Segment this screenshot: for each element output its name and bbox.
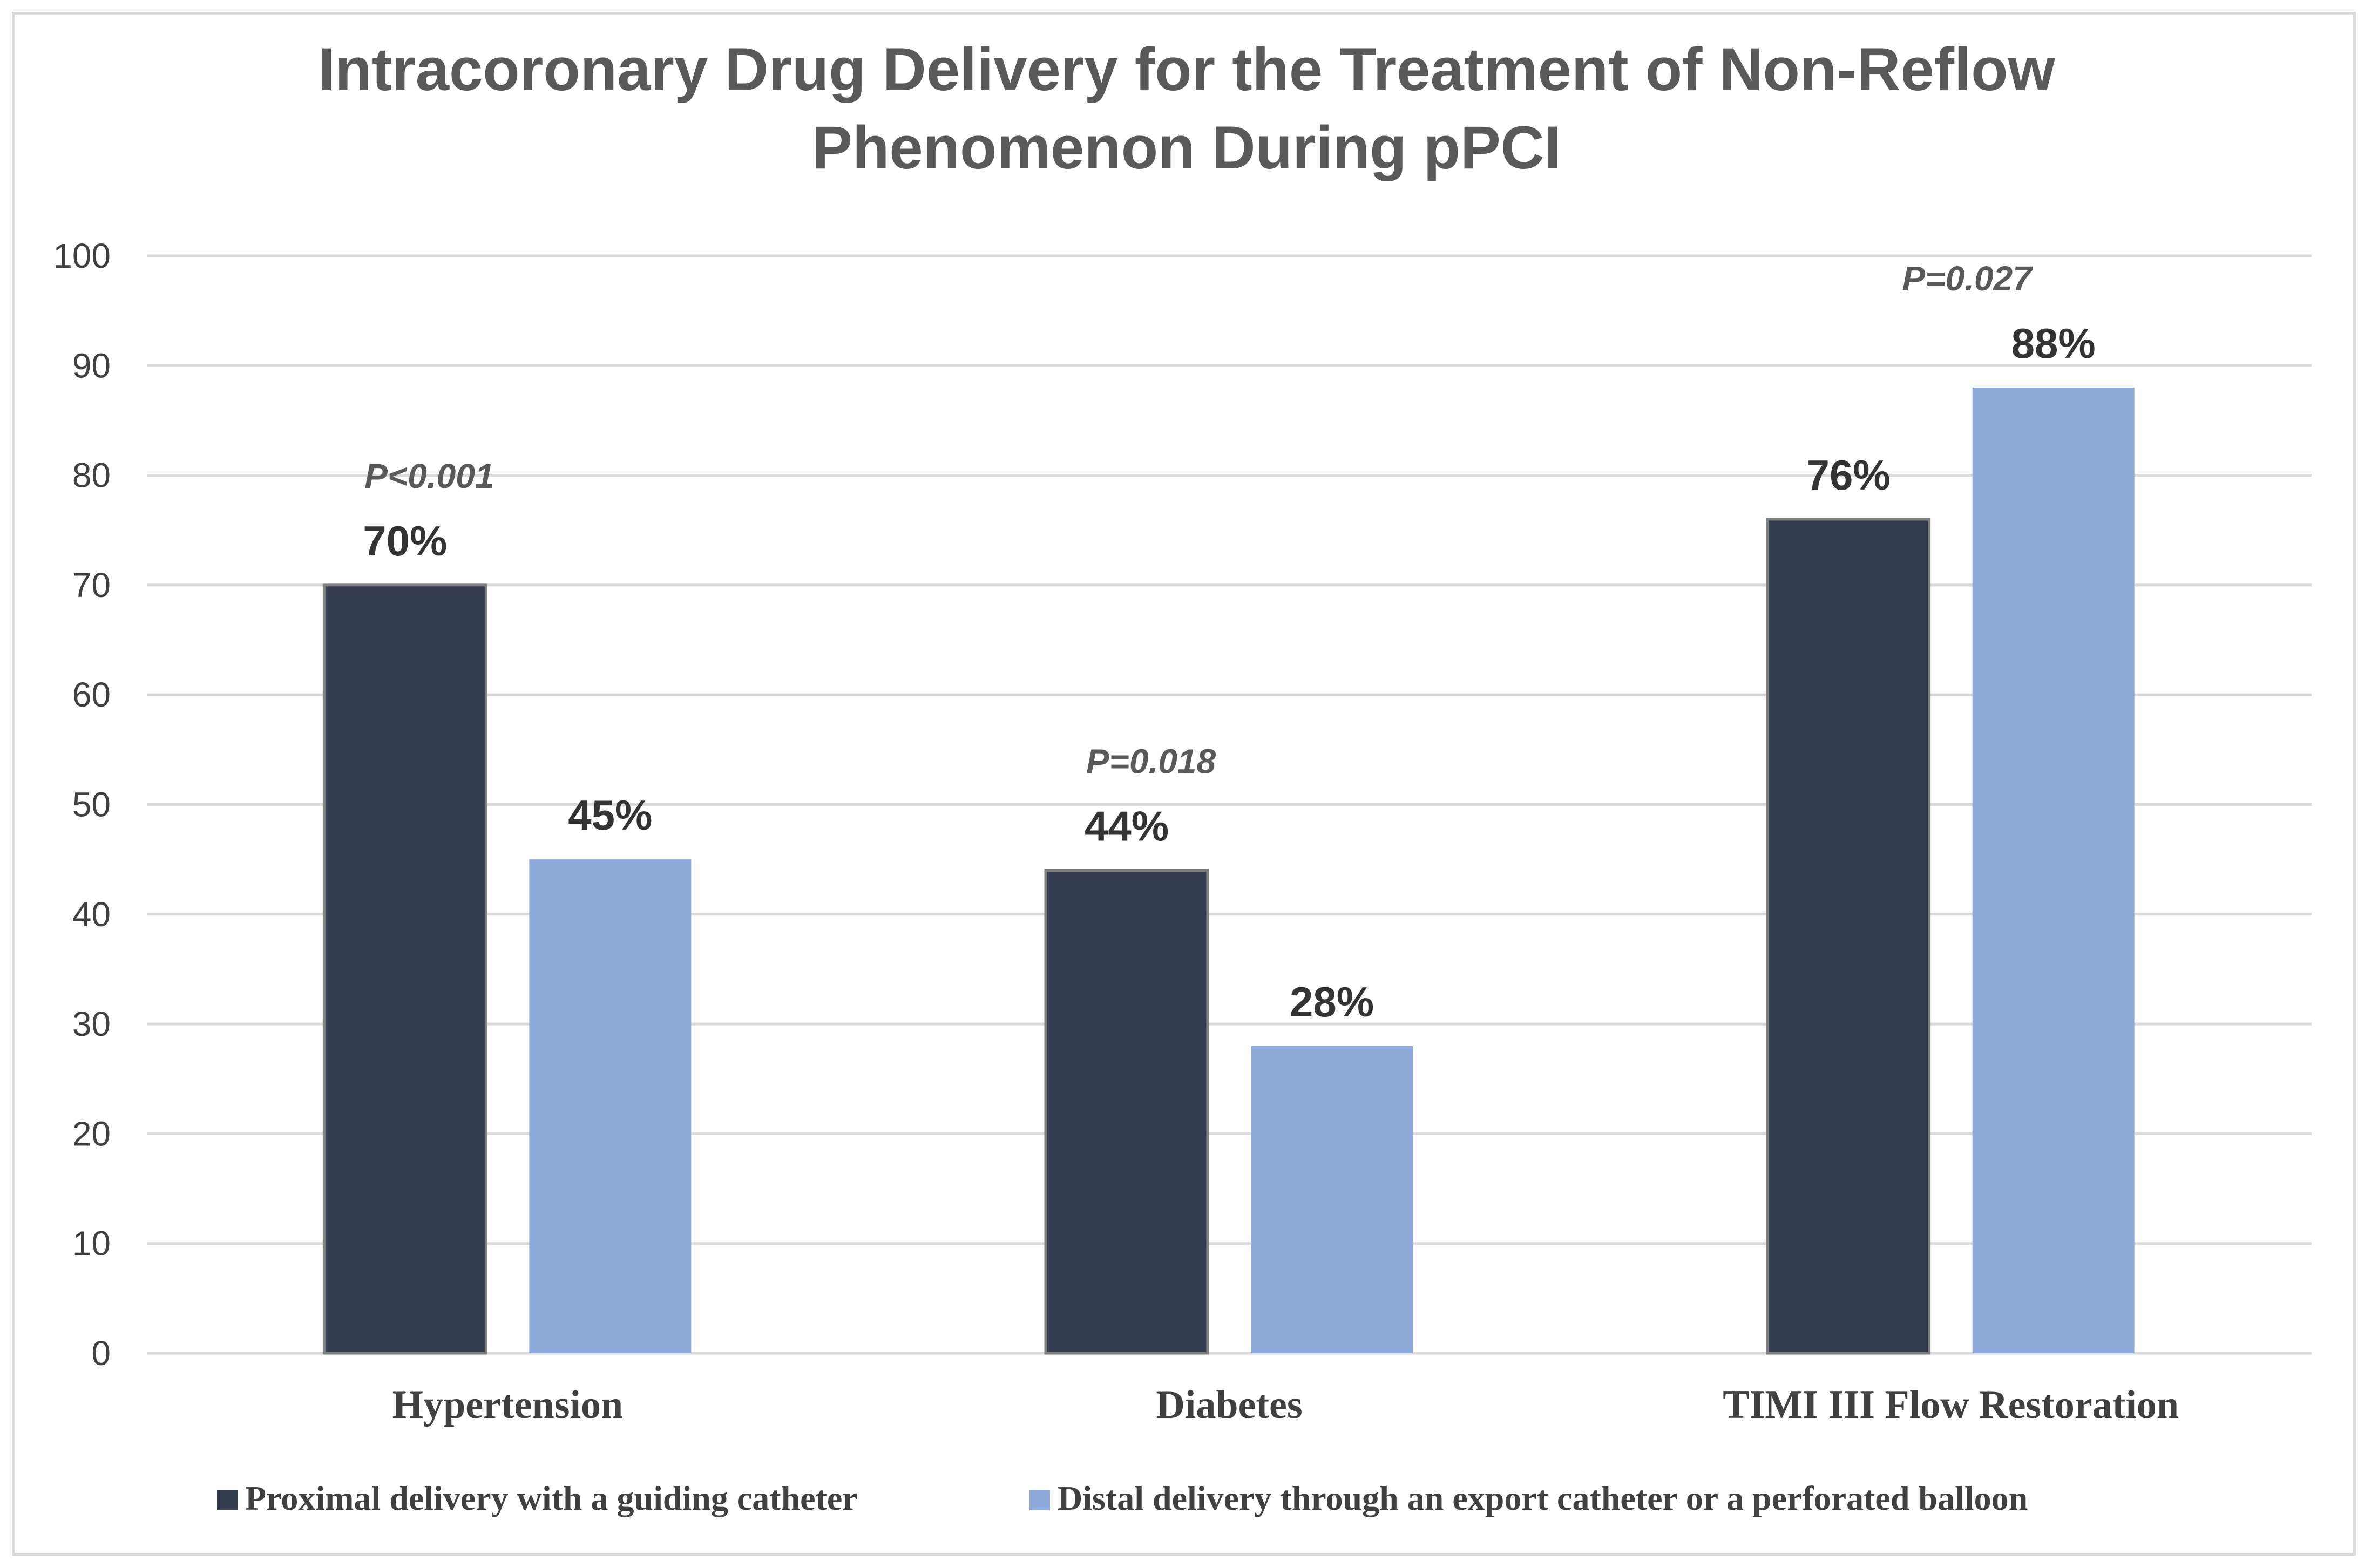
y-axis-ticks: 0 10 20 30 40 50 60 70 80 90 100	[53, 236, 111, 1373]
chart-frame: Intracoronary Drug Delivery for the Trea…	[12, 12, 2356, 1556]
chart-title-line-2: Phenomenon During pPCI	[812, 114, 1561, 181]
bars	[322, 387, 2135, 1355]
p-value-3: P=0.027	[1902, 259, 2034, 298]
y-tick-label-20: 20	[72, 1114, 111, 1153]
y-tick-label-0: 0	[91, 1334, 111, 1373]
legend-swatch-2	[1029, 1490, 1050, 1510]
bar-label-2-1: 44%	[1085, 802, 1169, 850]
gridlines	[147, 254, 2312, 1355]
y-tick-label-10: 10	[72, 1224, 111, 1263]
bar-diabetes-series-1	[1044, 868, 1209, 1355]
y-tick-label-70: 70	[72, 566, 111, 605]
bar-label-3-2: 88%	[2011, 320, 2096, 367]
bar-timi-iii-flow-restoration-series-2	[1972, 387, 2135, 1354]
x-tick-label-1: Hypertension	[392, 1383, 624, 1427]
y-tick-label-60: 60	[72, 675, 111, 714]
legend-swatch-1	[217, 1490, 238, 1510]
p-values: P<0.001 P=0.018 P=0.027	[364, 259, 2034, 781]
y-tick-label-30: 30	[72, 1004, 111, 1043]
chart-title: Intracoronary Drug Delivery for the Trea…	[318, 36, 2055, 181]
x-tick-label-2: Diabetes	[1156, 1383, 1302, 1427]
p-value-2: P=0.018	[1086, 742, 1216, 780]
legend-label-2: Distal delivery through an export cathet…	[1058, 1479, 2028, 1517]
bar-timi-iii-flow-restoration-series-1	[1766, 518, 1931, 1355]
chart-title-line-1: Intracoronary Drug Delivery for the Trea…	[318, 36, 2055, 103]
bar-label-2-2: 28%	[1290, 978, 1374, 1026]
bar-diabetes-series-2	[1251, 1046, 1413, 1353]
y-tick-label-40: 40	[72, 895, 111, 934]
legend: Proximal delivery with a guiding cathete…	[217, 1479, 2028, 1517]
y-tick-label-90: 90	[72, 346, 111, 385]
x-axis-ticks: Hypertension Diabetes TIMI III Flow Restor…	[392, 1383, 2179, 1427]
y-tick-label-100: 100	[53, 236, 111, 275]
y-tick-label-80: 80	[72, 456, 111, 495]
x-tick-label-3: TIMI III Flow Restoration	[1723, 1383, 2179, 1427]
bar-hypertension-series-2	[529, 859, 692, 1353]
bar-label-3-1: 76%	[1806, 451, 1891, 499]
chart-svg: Intracoronary Drug Delivery for the Trea…	[53, 36, 2312, 1517]
bar-label-1-2: 45%	[568, 791, 652, 839]
legend-label-1: Proximal delivery with a guiding cathete…	[245, 1479, 858, 1517]
bar-hypertension-series-1	[322, 583, 487, 1355]
p-value-1: P<0.001	[364, 457, 494, 495]
y-tick-label-50: 50	[72, 785, 111, 824]
bar-label-1-1: 70%	[363, 517, 447, 565]
bar-labels: 70% 45% 44% 28% 76% 88%	[363, 320, 2095, 1026]
